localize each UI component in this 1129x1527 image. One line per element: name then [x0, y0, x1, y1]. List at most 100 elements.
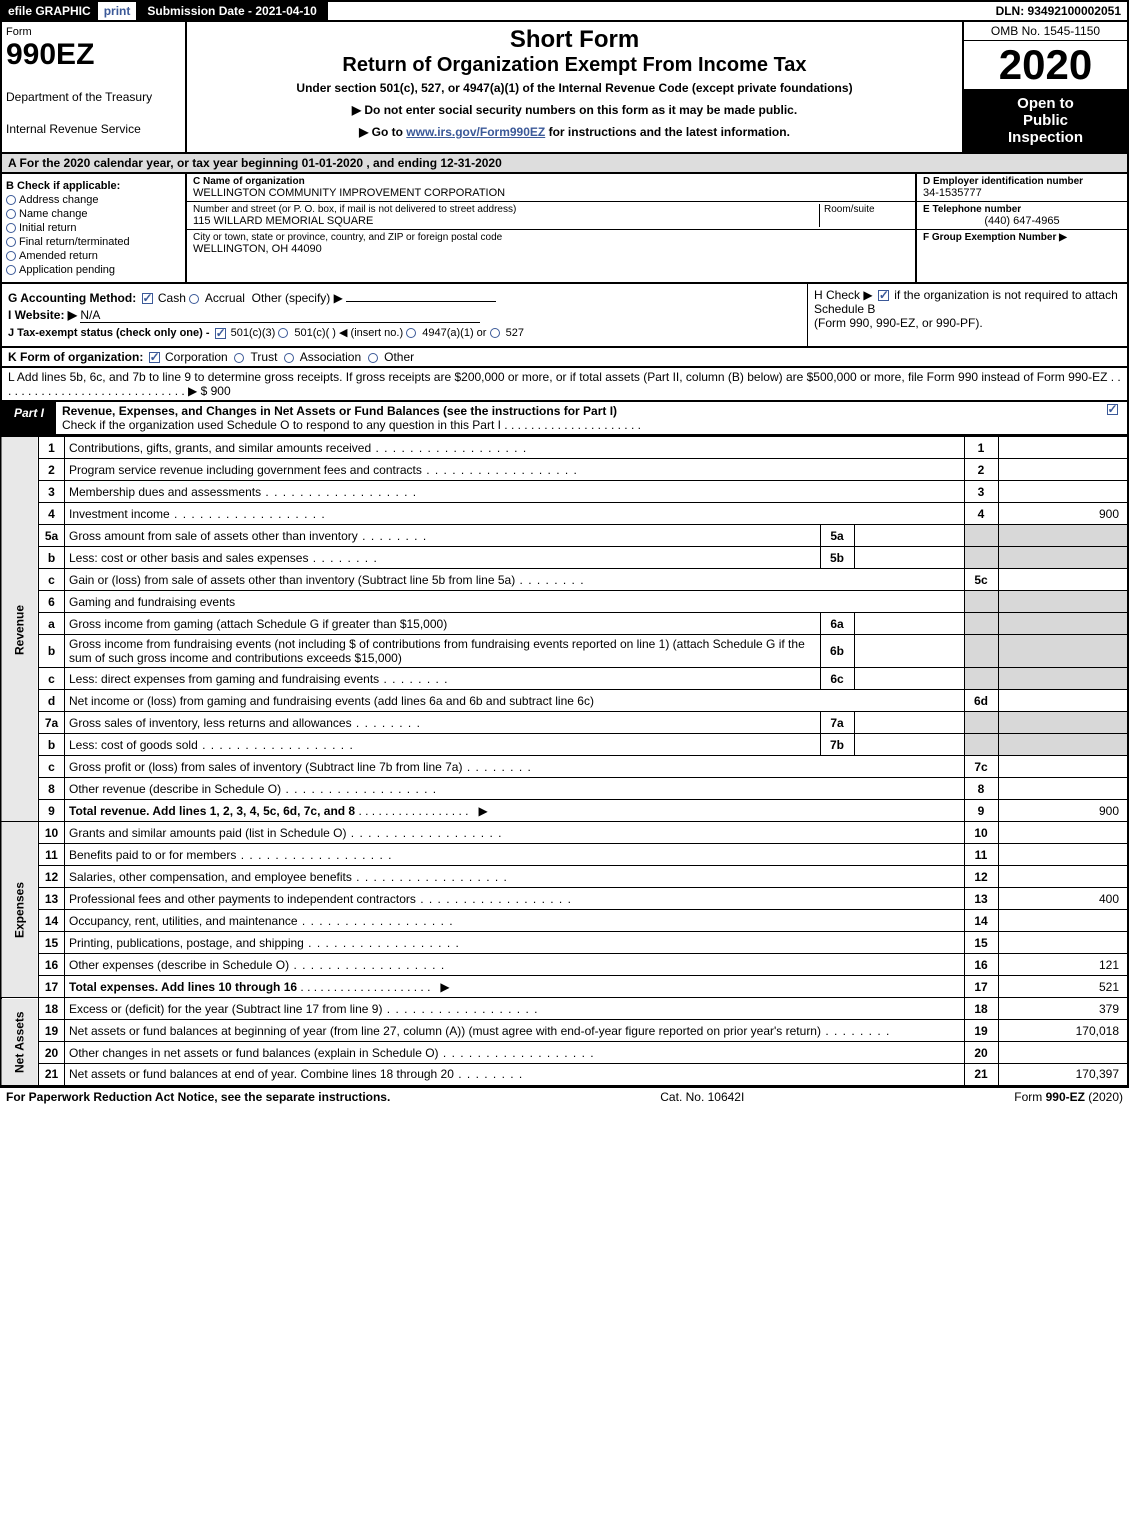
city-value: WELLINGTON, OH 44090 [193, 243, 909, 255]
line-num: 18 [39, 998, 65, 1020]
line-midval [854, 525, 964, 547]
dept-irs: Internal Revenue Service [6, 122, 181, 136]
line-rnum-shade [964, 547, 998, 569]
dept-treasury: Department of the Treasury [6, 90, 181, 104]
line-desc: Less: cost or other basis and sales expe… [65, 547, 821, 569]
line-rval: 170,397 [998, 1064, 1128, 1086]
chk-application-pending[interactable]: Application pending [6, 264, 181, 276]
chk-501c3[interactable] [215, 328, 226, 339]
room-suite-label: Room/suite [819, 204, 909, 227]
table-row: a Gross income from gaming (attach Sched… [1, 613, 1128, 635]
g-other-input[interactable] [346, 301, 496, 302]
line-midnum: 5a [820, 525, 854, 547]
line-midval [854, 613, 964, 635]
line-rval-shade [998, 734, 1128, 756]
table-row: b Less: cost or other basis and sales ex… [1, 547, 1128, 569]
line-rnum-shade [964, 591, 998, 613]
open-line3: Inspection [966, 129, 1125, 146]
line-num: d [39, 690, 65, 712]
chk-other-org-label: Other [384, 350, 414, 364]
line-rnum: 6d [964, 690, 998, 712]
line-num: 14 [39, 910, 65, 932]
chk-address-change[interactable]: Address change [6, 194, 181, 206]
goto-pre: ▶ Go to [359, 125, 406, 139]
i-website-line: I Website: ▶ N/A [8, 308, 801, 323]
line-rval [998, 866, 1128, 888]
line-desc: Gross amount from sale of assets other t… [65, 525, 821, 547]
k-row: K Form of organization: Corporation Trus… [0, 348, 1129, 368]
line-rnum-shade [964, 525, 998, 547]
chk-assoc[interactable] [284, 353, 294, 363]
line-rval: 900 [998, 800, 1128, 822]
chk-name-change[interactable]: Name change [6, 208, 181, 220]
line-rnum: 7c [964, 756, 998, 778]
line-desc: Total expenses. Add lines 10 through 16 … [65, 976, 965, 998]
chk-501c[interactable] [278, 328, 288, 338]
line-num: 5a [39, 525, 65, 547]
line-6b-d1: Gross income from fundraising events (no… [69, 637, 356, 651]
chk-501c-label: 501(c)( ) ◀ (insert no.) [294, 327, 403, 339]
chk-initial-return[interactable]: Initial return [6, 222, 181, 234]
j-label: J Tax-exempt status (check only one) - [8, 327, 210, 339]
line-desc: Excess or (deficit) for the year (Subtra… [65, 998, 965, 1020]
line-desc: Gain or (loss) from sale of assets other… [65, 569, 965, 591]
print-link[interactable]: print [98, 2, 138, 20]
line-num: c [39, 668, 65, 690]
table-row: 21 Net assets or fund balances at end of… [1, 1064, 1128, 1086]
table-row: 15 Printing, publications, postage, and … [1, 932, 1128, 954]
h-text3: (Form 990, 990-EZ, or 990-PF). [814, 316, 983, 330]
chk-527[interactable] [490, 328, 500, 338]
table-row: d Net income or (loss) from gaming and f… [1, 690, 1128, 712]
chk-cash[interactable] [142, 293, 153, 304]
chk-part1-schedO[interactable] [1107, 404, 1118, 415]
form-number: 990EZ [6, 38, 181, 72]
line-desc: Total revenue. Add lines 1, 2, 3, 4, 5c,… [65, 800, 965, 822]
chk-trust[interactable] [234, 353, 244, 363]
line-rval [998, 844, 1128, 866]
goto-line: ▶ Go to www.irs.gov/Form990EZ for instru… [195, 125, 954, 139]
line-rval [998, 459, 1128, 481]
chk-other-org[interactable] [368, 353, 378, 363]
chk-amended-return[interactable]: Amended return [6, 250, 181, 262]
box-b: B Check if applicable: Address change Na… [2, 174, 187, 282]
line-rval-shade [998, 525, 1128, 547]
goto-link[interactable]: www.irs.gov/Form990EZ [406, 125, 545, 139]
chk-accrual[interactable] [189, 294, 199, 304]
table-row: 7a Gross sales of inventory, less return… [1, 712, 1128, 734]
line-num: 19 [39, 1020, 65, 1042]
return-of-title: Return of Organization Exempt From Incom… [195, 54, 954, 77]
k-label: K Form of organization: [8, 350, 143, 364]
h-right: H Check ▶ if the organization is not req… [807, 284, 1127, 346]
line-rval [998, 756, 1128, 778]
chk-4947[interactable] [406, 328, 416, 338]
chk-corp[interactable] [149, 352, 160, 363]
line-desc: Gaming and fundraising events [65, 591, 965, 613]
open-line1: Open to [966, 95, 1125, 112]
line-desc: Membership dues and assessments [65, 481, 965, 503]
line-rval: 900 [998, 503, 1128, 525]
period-row: A For the 2020 calendar year, or tax yea… [0, 154, 1129, 174]
chk-final-return[interactable]: Final return/terminated [6, 236, 181, 248]
line-num: 15 [39, 932, 65, 954]
line-rnum: 11 [964, 844, 998, 866]
chk-h[interactable] [878, 290, 889, 301]
line-num: 6 [39, 591, 65, 613]
chk-4947-label: 4947(a)(1) or [422, 327, 486, 339]
line-rval: 400 [998, 888, 1128, 910]
part1-desc: Revenue, Expenses, and Changes in Net As… [56, 402, 1097, 434]
line-rnum: 10 [964, 822, 998, 844]
revenue-side-label: Revenue [1, 437, 39, 822]
line-rnum: 15 [964, 932, 998, 954]
chk-initial-return-label: Initial return [19, 222, 76, 234]
line-rnum: 16 [964, 954, 998, 976]
line-rval-shade [998, 547, 1128, 569]
open-line2: Public [966, 112, 1125, 129]
line-rnum: 3 [964, 481, 998, 503]
part1-sub: Check if the organization used Schedule … [62, 418, 641, 432]
table-row: 4 Investment income 4 900 [1, 503, 1128, 525]
line-rnum: 2 [964, 459, 998, 481]
line-num: b [39, 635, 65, 668]
addr-value: 115 WILLARD MEMORIAL SQUARE [193, 215, 819, 227]
line-num: 3 [39, 481, 65, 503]
line-num: 4 [39, 503, 65, 525]
